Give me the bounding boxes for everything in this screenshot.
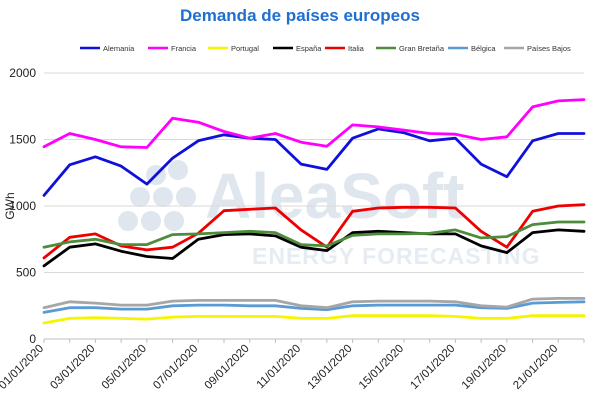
y-tick-label: 2000 — [9, 66, 36, 80]
y-tick-label: 1000 — [9, 199, 36, 213]
y-tick-label: 500 — [16, 266, 36, 280]
series-line-6 — [42, 220, 586, 249]
x-tick-label: 21/01/2020 — [511, 343, 560, 392]
legend-label: Italia — [348, 44, 365, 53]
series-line-5 — [42, 203, 586, 260]
series-line-3 — [42, 314, 586, 325]
x-tick-label: 19/01/2020 — [460, 343, 509, 392]
legend: Alemania Francia Portugal España Italia Gran … — [80, 44, 571, 53]
series-lines — [42, 98, 586, 325]
watermark-dots-icon — [118, 160, 196, 231]
x-tick-label: 09/01/2020 — [203, 343, 252, 392]
x-tick-label: 11/01/2020 — [255, 343, 304, 392]
y-axis-label: GWh — [3, 192, 17, 219]
x-tick-label: 17/01/2020 — [408, 343, 457, 392]
x-tick-label: 03/01/2020 — [48, 343, 97, 392]
watermark-brand: AleaSoft — [205, 160, 465, 232]
x-tick-label: 13/01/2020 — [306, 343, 355, 392]
series-line-7 — [42, 300, 586, 314]
legend-label: Gran Bretaña — [399, 44, 445, 53]
series-line-4 — [42, 228, 586, 268]
y-tick-label: 0 — [29, 332, 36, 346]
y-tick-label: 1500 — [9, 133, 36, 147]
x-tick-label: 05/01/2020 — [100, 343, 149, 392]
legend-label: Bélgica — [471, 44, 496, 53]
x-tick-label: 15/01/2020 — [357, 343, 406, 392]
x-tick-label: 01/01/2020 — [0, 343, 46, 392]
series-line-1 — [42, 127, 586, 197]
y-axis-ticks: 0 500 1000 1500 2000 — [9, 66, 36, 346]
x-tick-label: 07/01/2020 — [151, 343, 200, 392]
gridlines — [44, 72, 584, 340]
series-line-8 — [42, 296, 586, 310]
series-line-2 — [42, 98, 586, 149]
watermark-tagline: ENERGY FORECASTING — [252, 243, 541, 269]
legend-label: Alemania — [103, 44, 135, 53]
chart-title: Demanda de países europeos — [180, 6, 420, 25]
x-axis: 01/01/2020 03/01/2020 05/01/2020 07/01/2020… — [0, 338, 585, 392]
legend-label: Portugal — [231, 44, 259, 53]
legend-label: España — [296, 44, 322, 53]
legend-label: Países Bajos — [527, 44, 571, 53]
legend-label: Francia — [171, 44, 197, 53]
